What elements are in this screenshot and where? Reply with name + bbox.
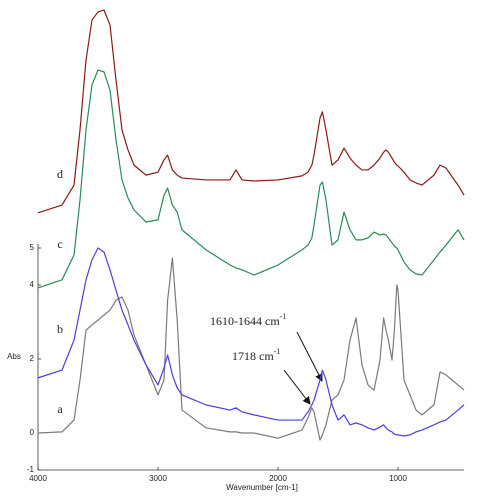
annotation-sup: -1 (274, 347, 281, 356)
series-label: b (57, 322, 63, 336)
x-tick-label: 1000 (389, 474, 407, 483)
series-line (37, 9, 465, 214)
series-label: d (57, 167, 63, 181)
series-label: a (57, 402, 63, 416)
annotation-text: 1718 cm (232, 349, 274, 363)
x-tick-label: 4000 (29, 474, 47, 483)
series-label: c (57, 237, 62, 251)
arrow (296, 331, 323, 382)
y-tick-label: -1 (27, 465, 35, 474)
annotation: 1718 cm-1 (232, 347, 280, 363)
annotation: 1610-1644 cm-1 (210, 312, 286, 328)
annotation-text: 1610-1644 cm (210, 314, 280, 328)
annotation-sup: -1 (280, 312, 287, 321)
y-tick-label: 2 (30, 354, 35, 363)
y-tick-label: 4 (30, 280, 35, 289)
x-axis-label: Wavenumber [cm-1] (226, 483, 298, 492)
y-axis-label: Abs (7, 352, 21, 361)
x-tick-label: 3000 (149, 474, 167, 483)
y-tick-label: 5 (30, 243, 35, 252)
x-tick-label: 2000 (269, 474, 287, 483)
series-line (37, 69, 465, 289)
y-tick-label: 0 (30, 428, 35, 437)
arrow (283, 369, 311, 405)
series-line (37, 247, 465, 437)
